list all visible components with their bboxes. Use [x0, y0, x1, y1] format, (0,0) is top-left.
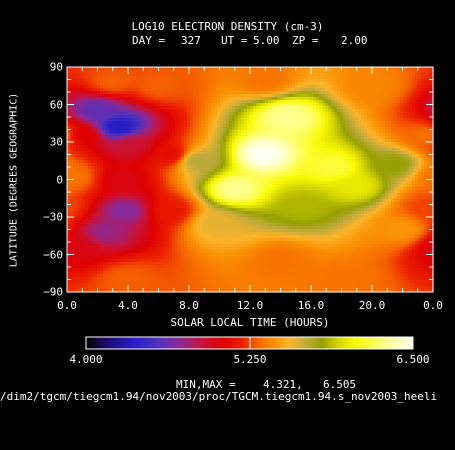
y-tick-label: 30 — [49, 135, 63, 149]
density-field — [67, 67, 434, 293]
colorbar-min-label: 4.000 — [69, 353, 103, 366]
plot-axes — [66, 66, 434, 293]
x-tick-label: 4.0 — [118, 299, 138, 312]
minmax-label: MIN,MAX = — [176, 378, 236, 391]
file-path: /dim2/tgcm/tiegcm1.94/nov2003/proc/TGCM.… — [0, 390, 438, 403]
x-tick-label: 12.0 — [236, 299, 264, 312]
x-tick-label: 0.0 — [57, 299, 77, 312]
day-value: 327 — [181, 34, 201, 47]
colorbar-mid-label: 5.250 — [233, 353, 267, 366]
x-tick-label: 8.0 — [179, 299, 199, 312]
x-tick-label: 0.0 — [423, 299, 443, 312]
zp-label: ZP = — [292, 34, 319, 47]
x-tick-label: 16.0 — [297, 299, 325, 312]
x-tick-label: 20.0 — [358, 299, 386, 312]
y-tick-label: 90 — [49, 60, 63, 74]
ut-value: 5.00 — [253, 34, 280, 47]
y-tick-label: −90 — [43, 285, 63, 299]
ut-label: UT = — [221, 34, 248, 47]
min-value: 4.321, — [263, 378, 303, 391]
zp-value: 2.00 — [341, 34, 368, 47]
y-tick-label: −60 — [43, 248, 63, 261]
x-axis-label: SOLAR LOCAL TIME (HOURS) — [170, 316, 330, 329]
colorbar-max-label: 6.500 — [396, 353, 430, 366]
y-tick-label: 0 — [56, 173, 63, 186]
max-value: 6.505 — [323, 378, 357, 391]
y-axis-label: LATITUDE (DEGREES GEOGRAPHIC) — [8, 92, 20, 268]
day-label: DAY = — [132, 34, 166, 47]
chart-title: LOG10 ELECTRON DENSITY (cm-3) — [131, 20, 324, 33]
y-tick-label: −30 — [43, 210, 63, 224]
colorbar — [85, 336, 414, 350]
y-tick-label: 60 — [49, 98, 63, 111]
